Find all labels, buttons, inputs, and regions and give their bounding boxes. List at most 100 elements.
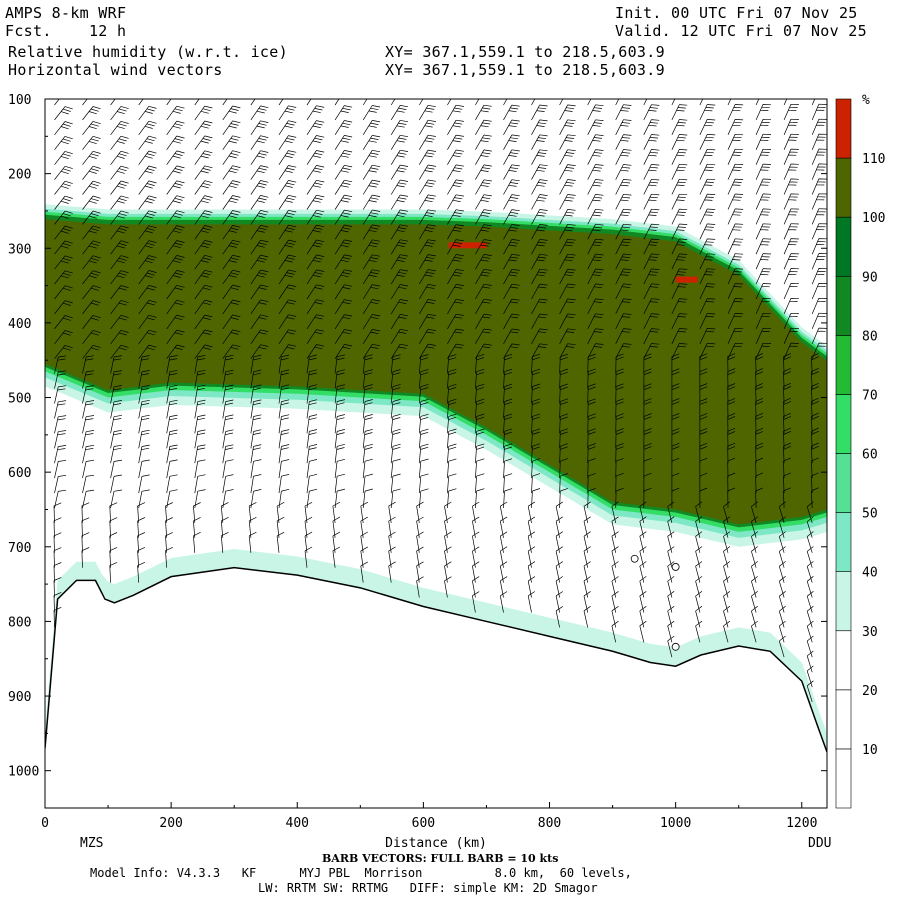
- wind-barb-icon: [643, 164, 660, 180]
- wind-barb-icon: [418, 254, 436, 270]
- wind-barb-icon: [418, 269, 436, 285]
- wind-barb-icon: [475, 443, 485, 464]
- wind-barb-icon: [806, 591, 814, 613]
- wind-barb-icon: [222, 105, 241, 121]
- wind-barb-icon: [390, 328, 409, 344]
- wind-barb-icon: [278, 180, 297, 195]
- wind-barb-icon: [699, 238, 716, 255]
- wind-barb-icon: [276, 501, 285, 523]
- wind-barb-icon: [138, 489, 150, 509]
- wind-barb-icon: [194, 269, 213, 285]
- wind-barb-icon: [783, 368, 792, 389]
- wind-barb-icon: [751, 576, 758, 598]
- wind-barb-icon: [248, 516, 257, 538]
- wind-barb-icon: [138, 370, 150, 389]
- wind-barb-icon: [527, 591, 536, 613]
- colorbar-label: 60: [862, 448, 878, 463]
- wind-barb-icon: [695, 591, 703, 613]
- wind-barb-icon: [727, 208, 744, 225]
- wind-barb-icon: [559, 209, 576, 225]
- wind-barb-icon: [699, 472, 708, 494]
- wind-barb-icon: [418, 134, 436, 150]
- wind-barb-icon: [250, 224, 269, 240]
- wind-barb-icon: [390, 254, 409, 270]
- wind-barb-icon: [447, 254, 464, 270]
- wind-barb-icon: [727, 412, 736, 434]
- wind-barb-icon: [109, 547, 118, 568]
- wind-barb-icon: [555, 531, 563, 553]
- wind-barb-icon: [727, 193, 744, 210]
- wind-barb-icon: [615, 104, 632, 121]
- wind-barb-icon: [306, 254, 325, 270]
- wind-barb-icon: [390, 384, 401, 404]
- wind-barb-icon: [447, 398, 457, 419]
- wind-barb-icon: [278, 284, 297, 300]
- wind-barb-icon: [362, 209, 381, 225]
- wind-barb-icon: [587, 353, 596, 374]
- y-tick-label: 800: [8, 615, 31, 630]
- wind-barb-icon: [447, 473, 457, 494]
- wind-barb-icon: [811, 178, 827, 195]
- wind-barb-icon: [388, 531, 396, 553]
- wind-barb-icon: [278, 194, 297, 210]
- wind-barb-icon: [166, 240, 185, 255]
- wind-barb-icon: [695, 516, 703, 538]
- wind-barb-icon: [334, 354, 345, 374]
- wind-barb-icon: [306, 459, 318, 479]
- wind-barb-icon: [278, 314, 297, 330]
- wind-barb-icon: [611, 591, 619, 613]
- wind-barb-icon: [699, 328, 716, 344]
- wind-barb-icon: [643, 268, 660, 285]
- wind-barb-icon: [222, 344, 241, 359]
- wind-barb-icon: [360, 501, 368, 523]
- wind-barb-icon: [278, 474, 290, 494]
- wind-barb-icon: [54, 151, 73, 165]
- wind-barb-icon: [643, 443, 652, 464]
- y-tick-label: 200: [8, 168, 31, 183]
- wind-barb-icon: [138, 240, 157, 255]
- wind-barb-icon: [811, 118, 827, 135]
- wind-barb-icon: [362, 254, 381, 270]
- wind-barb-icon: [388, 561, 396, 583]
- wind-barb-icon: [54, 136, 73, 150]
- wind-barb-icon: [250, 489, 262, 509]
- wind-barb-icon: [222, 225, 241, 240]
- wind-barb-icon: [499, 501, 508, 523]
- wind-barb-icon: [54, 106, 73, 121]
- wind-barb-icon: [667, 516, 675, 538]
- wind-barb-icon: [82, 240, 101, 255]
- wind-barb-icon: [110, 385, 122, 404]
- wind-barb-icon: [559, 179, 576, 195]
- wind-barb-icon: [811, 208, 827, 225]
- wind-barb-icon: [615, 134, 632, 150]
- wind-barb-icon: [755, 457, 764, 479]
- wind-barb-icon: [82, 300, 101, 315]
- colorbar-swatch: [835, 630, 852, 691]
- wind-barb-icon: [531, 253, 548, 270]
- wind-barb-icon: [699, 442, 708, 464]
- wind-barb-icon: [555, 501, 563, 523]
- wind-barb-icon: [723, 561, 731, 583]
- wind-barb-icon: [559, 313, 576, 330]
- wind-barb-icon: [755, 487, 764, 509]
- wind-barb-icon: [82, 255, 101, 270]
- wind-barb-icon: [362, 354, 373, 374]
- wind-barb-icon: [615, 383, 624, 404]
- wind-barb-icon: [250, 354, 262, 374]
- wind-barb-icon: [362, 164, 381, 180]
- colorbar-unit: %: [862, 93, 870, 108]
- wind-barb-icon: [390, 284, 409, 300]
- wind-barb-icon: [615, 99, 620, 106]
- wind-barb-icon: [447, 209, 464, 225]
- wind-barb-icon: [472, 591, 480, 613]
- wind-barb-icon: [334, 414, 345, 434]
- wind-barb-icon: [250, 120, 269, 135]
- y-tick-label: 100: [8, 93, 31, 108]
- wind-barb-icon: [166, 99, 172, 106]
- wind-barb-icon: [250, 369, 262, 389]
- wind-barb-icon: [278, 239, 297, 255]
- wind-barb-icon: [527, 561, 536, 583]
- wind-barb-icon: [727, 104, 744, 121]
- wind-barb-icon: [390, 179, 409, 195]
